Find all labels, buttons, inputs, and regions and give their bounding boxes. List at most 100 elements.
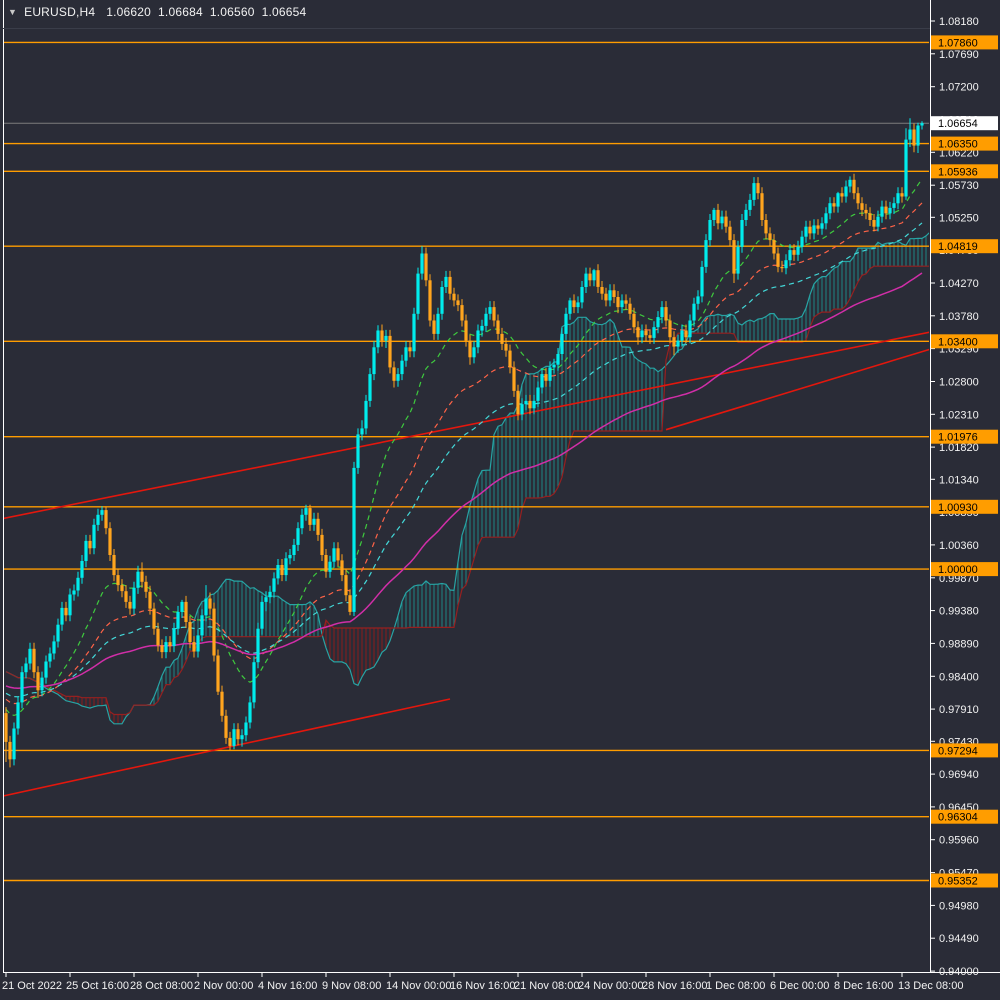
candle-body — [716, 209, 720, 224]
price-level-badge: 1.06350 — [931, 136, 998, 151]
badge-bg — [931, 35, 998, 50]
candle-body — [724, 216, 728, 227]
bull-candle — [564, 307, 568, 340]
senkou-b-line — [5, 265, 929, 716]
candle-body — [568, 300, 572, 314]
candle-body — [872, 220, 876, 227]
candle-body — [804, 226, 808, 237]
badge-bg — [931, 429, 998, 444]
candle-body — [512, 367, 516, 391]
bear-candle — [588, 267, 592, 287]
x-axis-label: 21 Oct 2022 — [2, 980, 62, 992]
candle-body — [868, 213, 872, 220]
bear-candle — [32, 642, 36, 679]
candle-body — [228, 737, 232, 746]
candle-body — [752, 183, 756, 200]
candle-body — [276, 565, 280, 579]
candle-body — [32, 648, 36, 673]
candle-body — [844, 186, 848, 197]
bull-candle — [880, 200, 884, 223]
candle-body — [836, 193, 840, 207]
time-axis[interactable]: 21 Oct 2022 25 Oct 16:00 28 Oct 08:00 2 Nov… — [2, 973, 963, 992]
candle-body — [332, 548, 336, 562]
price-level-badge: 1.04819 — [931, 239, 998, 254]
candle-body — [140, 571, 144, 582]
price-level-badge: 0.96304 — [931, 809, 998, 824]
bear-candle — [36, 666, 40, 698]
candle-body — [296, 528, 300, 545]
candle-body — [440, 287, 444, 314]
bear-candle — [644, 324, 648, 342]
bear-candle — [500, 327, 504, 350]
bear-candle — [724, 210, 728, 233]
bull-candle — [368, 368, 372, 407]
bear-candle — [496, 314, 500, 340]
candle-body — [480, 325, 484, 331]
bear-candle — [672, 331, 676, 356]
candle-body — [60, 607, 64, 625]
price-level-badge: 1.00930 — [931, 499, 998, 514]
bull-candle — [284, 552, 288, 582]
bear-candle — [216, 649, 220, 695]
candle-body — [324, 555, 328, 572]
candle-body — [728, 226, 732, 241]
bear-candle — [544, 368, 548, 387]
bear-candle — [792, 244, 796, 261]
bull-candle — [700, 260, 704, 303]
bull-candle — [44, 655, 48, 684]
price-axis[interactable]: 1.081801.076901.072001.067101.062201.057… — [930, 16, 998, 978]
bear-candle — [280, 559, 284, 582]
bear-candle — [612, 284, 616, 304]
bull-candle — [680, 324, 684, 347]
candle-body — [632, 313, 636, 328]
candle-body — [176, 611, 180, 629]
price-level-badge: 1.01976 — [931, 429, 998, 444]
bull-candle — [688, 314, 692, 344]
rising-trendline-lower[interactable] — [2, 698, 451, 797]
bull-candle — [180, 599, 184, 618]
candle-body — [20, 672, 24, 703]
plot-area[interactable] — [0, 41, 938, 882]
candle-body — [128, 601, 132, 609]
candle-body — [328, 561, 332, 572]
rising-trendline-upper[interactable] — [0, 331, 938, 520]
triangle-down-icon[interactable]: ▼ — [8, 7, 18, 17]
candle-body — [576, 302, 580, 308]
candle-body — [920, 123, 924, 126]
bear-candle — [448, 270, 452, 300]
bull-candle — [800, 230, 804, 253]
bear-candle — [864, 203, 868, 220]
candle-body — [280, 565, 284, 575]
bear-candle — [236, 723, 240, 746]
candle-body — [344, 575, 348, 596]
bear-candle — [452, 287, 456, 307]
y-axis-tick-label: 1.02800 — [939, 377, 979, 389]
bear-candle — [492, 301, 496, 327]
candle-body — [216, 655, 220, 692]
bull-candle — [384, 329, 388, 348]
bull-candle — [548, 361, 552, 387]
badge-label: 0.95352 — [938, 876, 978, 888]
bear-candle — [220, 685, 224, 722]
bull-candle — [888, 201, 892, 220]
bear-candle — [764, 214, 768, 240]
candle-body — [224, 715, 228, 738]
candle-body — [124, 591, 128, 602]
bear-candle — [832, 197, 836, 213]
bull-candle — [56, 618, 60, 648]
bear-candle — [872, 214, 876, 232]
bull-candle — [436, 307, 440, 340]
candle-body — [220, 691, 224, 716]
bear-candle — [596, 264, 600, 293]
bull-candle — [744, 203, 748, 226]
bear-candle — [424, 247, 428, 287]
bear-candle — [808, 220, 812, 240]
y-axis-tick-label: 1.02310 — [939, 409, 979, 421]
bull-candle — [784, 254, 788, 275]
rising-trendline-right[interactable] — [665, 348, 934, 431]
badge-label: 0.96304 — [938, 812, 978, 824]
bear-candle — [212, 602, 216, 662]
candle-body — [892, 203, 896, 208]
